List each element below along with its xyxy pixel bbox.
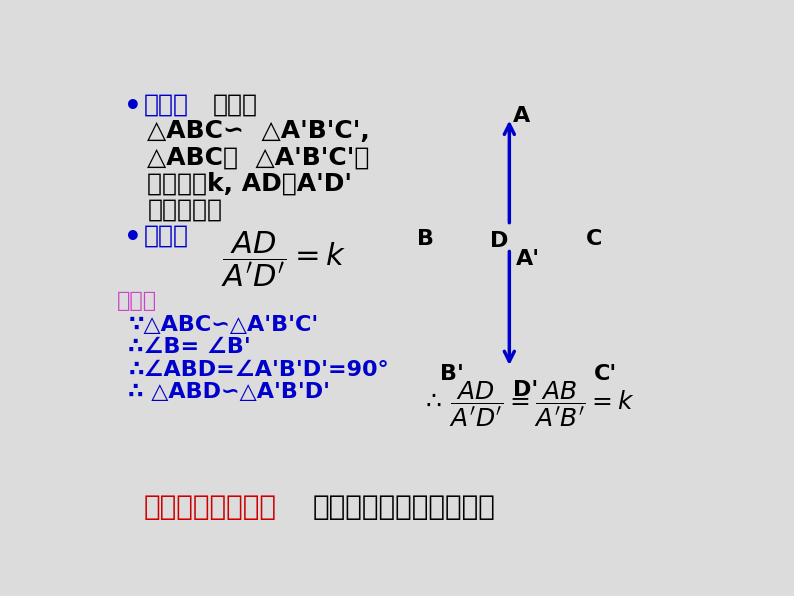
Text: •: • xyxy=(125,224,142,252)
Text: △ABC与  △A'B'C'的: △ABC与 △A'B'C'的 xyxy=(148,145,370,169)
Text: 对应高之比等于相似比。: 对应高之比等于相似比。 xyxy=(313,493,496,522)
Text: A: A xyxy=(513,106,530,126)
Text: 证明：: 证明： xyxy=(117,291,156,311)
Text: B': B' xyxy=(440,364,464,384)
Text: 求证：: 求证： xyxy=(144,224,189,248)
Text: C: C xyxy=(586,229,603,249)
Text: 如图，: 如图， xyxy=(213,93,258,117)
Text: •: • xyxy=(125,93,142,121)
Text: B: B xyxy=(417,229,434,249)
Text: $\dfrac{AD}{A'D'} = k$: $\dfrac{AD}{A'D'} = k$ xyxy=(221,229,346,288)
Text: D': D' xyxy=(513,380,538,399)
Text: 两个相似三角形的: 两个相似三角形的 xyxy=(144,493,276,522)
Text: 是对应高。: 是对应高。 xyxy=(148,198,222,222)
Text: ∴∠B= ∠B': ∴∠B= ∠B' xyxy=(128,337,251,357)
Text: △ABC∽  △A'B'C',: △ABC∽ △A'B'C', xyxy=(148,119,370,143)
Text: ∵△ABC∽△A'B'C': ∵△ABC∽△A'B'C' xyxy=(128,315,318,335)
Text: D: D xyxy=(490,231,508,251)
Text: $\therefore\, \dfrac{AD}{A'D'} = \dfrac{AB}{A'B'} = k$: $\therefore\, \dfrac{AD}{A'D'} = \dfrac{… xyxy=(421,380,635,429)
Text: 相似比是k, AD、A'D': 相似比是k, AD、A'D' xyxy=(148,172,353,195)
Text: 已知：: 已知： xyxy=(144,93,189,117)
Text: A': A' xyxy=(515,249,540,269)
Text: C': C' xyxy=(594,364,617,384)
Text: ∴ △ABD∽△A'B'D': ∴ △ABD∽△A'B'D' xyxy=(128,382,330,402)
Text: ∴∠ABD=∠A'B'D'=90°: ∴∠ABD=∠A'B'D'=90° xyxy=(128,359,389,380)
